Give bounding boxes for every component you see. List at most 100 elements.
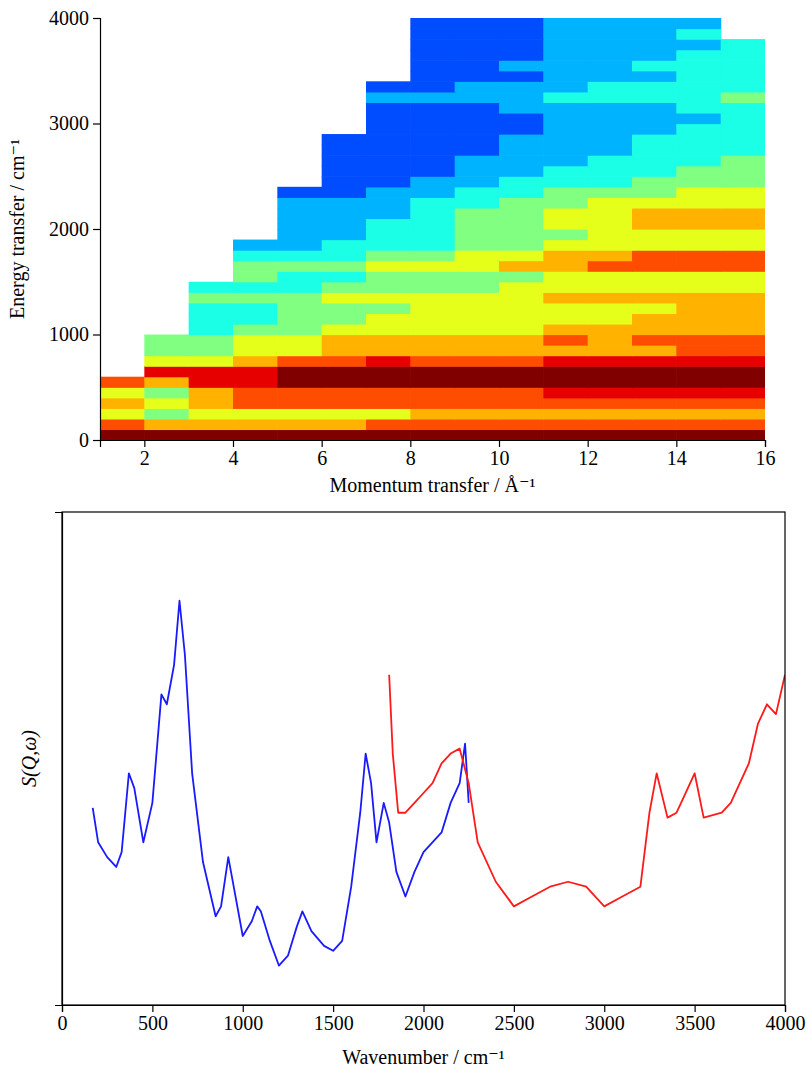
heatmap-cell xyxy=(277,229,322,240)
heatmap-cell xyxy=(233,250,278,261)
heatmap-cell xyxy=(144,387,189,398)
heatmap-cell xyxy=(721,208,765,219)
heatmap-cell xyxy=(144,408,189,419)
x-tick-mark xyxy=(333,1005,334,1012)
x-tick-mark xyxy=(588,440,589,447)
heatmap-cell xyxy=(277,408,322,419)
heatmap-cell xyxy=(588,176,633,187)
x-tick-mark xyxy=(604,1005,605,1012)
y-tick: 3000 xyxy=(49,112,100,134)
heatmap-cell xyxy=(189,366,234,377)
x-tick: 1000 xyxy=(223,1005,263,1034)
x-tick: 1500 xyxy=(314,1005,354,1034)
heatmap-cell xyxy=(543,250,588,261)
heatmap-cell xyxy=(189,282,234,293)
heatmap-cell xyxy=(632,313,677,324)
heatmap-cell xyxy=(189,398,234,409)
y-axis-title: Energy transfer / cm⁻¹ xyxy=(6,139,29,319)
heatmap-cell xyxy=(455,18,500,29)
heatmap-cell xyxy=(455,250,500,261)
heatmap-cell xyxy=(455,345,500,356)
heatmap-cell xyxy=(322,345,367,356)
heatmap-cell xyxy=(410,303,455,314)
heatmap-cell xyxy=(721,145,765,156)
heatmap-cell xyxy=(676,29,721,40)
heatmap-cell xyxy=(499,313,544,324)
heatmap-cell xyxy=(277,377,322,388)
heatmap-cell xyxy=(410,229,455,240)
x-tick: 3000 xyxy=(585,1005,625,1034)
y-tick-label: 1000 xyxy=(49,323,89,345)
heatmap-cell xyxy=(366,145,411,156)
heatmap-cell xyxy=(676,50,721,61)
heatmap-cell xyxy=(632,145,677,156)
heatmap-cell xyxy=(499,197,544,208)
heatmap-cell xyxy=(366,282,411,293)
x-tick-label: 8 xyxy=(406,447,416,469)
heatmap-cell xyxy=(322,229,367,240)
y-tick: 0 xyxy=(79,429,100,451)
heatmap-cell xyxy=(543,50,588,61)
heatmap-cell xyxy=(543,187,588,198)
heatmap-cell xyxy=(632,166,677,177)
heatmap-cell xyxy=(499,398,544,409)
heatmap-cell xyxy=(499,113,544,124)
heatmap-cell xyxy=(721,250,765,261)
heatmap-cell xyxy=(455,261,500,272)
heatmap-cell xyxy=(588,240,633,251)
heatmap-cell xyxy=(499,356,544,367)
heatmap-cell xyxy=(455,324,500,335)
heatmap-cell xyxy=(588,292,633,303)
heatmap-cell xyxy=(632,229,677,240)
heatmap-cell xyxy=(588,166,633,177)
heatmap-cell xyxy=(676,271,721,282)
x-tick: 10 xyxy=(490,440,510,469)
x-axis-title: Wavenumber / cm⁻¹ xyxy=(342,1046,505,1068)
y-tick-mark xyxy=(93,18,100,19)
heatmap-cell xyxy=(366,218,411,229)
heatmap-cell xyxy=(233,303,278,314)
y-tick-label: 4000 xyxy=(49,7,89,29)
x-tick-label: 12 xyxy=(578,447,598,469)
heatmap-cell xyxy=(588,155,633,166)
heatmap-cell xyxy=(277,187,322,198)
heatmap-cell xyxy=(455,292,500,303)
heatmap-cell xyxy=(499,240,544,251)
heatmap-cell xyxy=(543,166,588,177)
heatmap-cell xyxy=(366,261,411,272)
heatmap-cell xyxy=(366,419,411,430)
heatmap-cell xyxy=(366,124,411,135)
heatmap-cell xyxy=(322,187,367,198)
heatmap-cell xyxy=(499,60,544,71)
heatmap-cell xyxy=(499,429,544,440)
heatmap-cell xyxy=(676,366,721,377)
heatmap-cell xyxy=(676,303,721,314)
heatmap-cell xyxy=(676,92,721,103)
heatmap-cell xyxy=(632,408,677,419)
heatmap-cell xyxy=(189,303,234,314)
heatmap-cell xyxy=(100,429,145,440)
heatmap-cell xyxy=(588,229,633,240)
x-tick: 12 xyxy=(578,440,598,469)
heatmap-cell xyxy=(721,197,765,208)
heatmap-cell xyxy=(189,324,234,335)
heatmap-cell xyxy=(588,92,633,103)
heatmap-cell xyxy=(366,229,411,240)
heatmap-cell xyxy=(721,313,765,324)
heatmap-cell xyxy=(455,377,500,388)
heatmap-cell xyxy=(632,155,677,166)
heatmap-cell xyxy=(233,429,278,440)
heatmap-cell xyxy=(366,408,411,419)
heatmap-cell xyxy=(676,377,721,388)
x-tick-mark xyxy=(423,1005,424,1012)
heatmap-cell xyxy=(499,292,544,303)
heatmap-cell xyxy=(277,429,322,440)
heatmap-cell xyxy=(455,39,500,50)
heatmap-cell xyxy=(632,366,677,377)
heatmap-cell xyxy=(366,250,411,261)
heatmap-cell xyxy=(277,398,322,409)
heatmap-cell xyxy=(543,387,588,398)
heatmap-cell xyxy=(322,377,367,388)
heatmap-cell xyxy=(277,356,322,367)
heatmap-cell xyxy=(721,102,765,113)
